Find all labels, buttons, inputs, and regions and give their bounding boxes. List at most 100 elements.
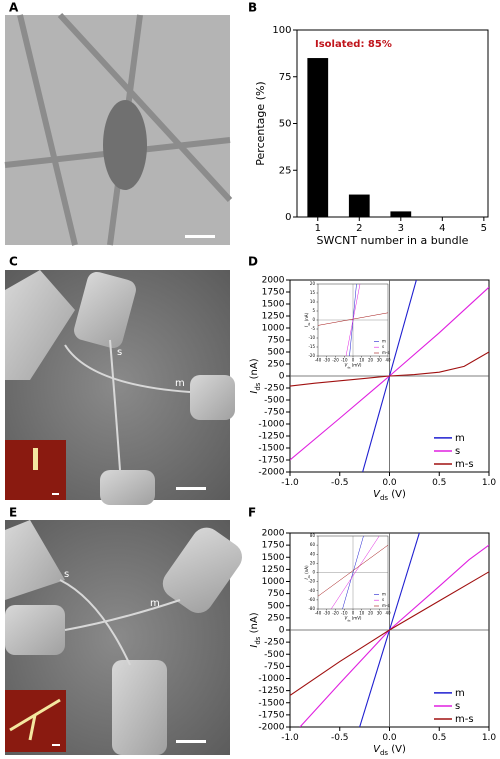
x-tick-label: -10: [341, 610, 348, 615]
label-part: (V): [388, 744, 406, 755]
x-tick-label: 0.5: [432, 478, 446, 488]
x-tick-label: 1.0: [482, 733, 497, 743]
y-tick-label: 40: [310, 551, 316, 556]
y-tick-label: 1750: [262, 288, 285, 298]
y-tick-label: 1750: [262, 541, 285, 551]
y-tick-label: 20: [310, 281, 316, 286]
series-line: [299, 544, 489, 727]
x-tick-label: -1.0: [281, 733, 299, 743]
label-part: V: [373, 744, 381, 755]
series-line: [330, 536, 380, 609]
x-tick-label: 20: [368, 357, 374, 362]
x-tick-label: -0.5: [331, 733, 349, 743]
x-tick-label: -10: [341, 357, 348, 362]
y-tick-label: -750: [264, 408, 285, 418]
label-part: (nA): [304, 313, 309, 323]
y-tick-label: 2000: [262, 529, 285, 539]
x-axis-label: Vds (V): [373, 489, 406, 502]
y-tick-label: 2000: [262, 276, 285, 286]
y-tick-label: 0: [279, 626, 285, 636]
y-tick-label: -1500: [258, 698, 284, 708]
x-tick-label: 20: [368, 610, 374, 615]
panel-label: B: [248, 1, 257, 15]
x-tick-label: 0.5: [432, 733, 446, 743]
x-tick-label: 5: [481, 223, 487, 234]
legend-label: m: [382, 591, 386, 596]
y-tick-label: -20: [308, 353, 315, 358]
legend-label: m-s: [455, 459, 474, 470]
y-axis-label: Ids (nA): [249, 612, 262, 647]
label-part: I: [304, 578, 309, 580]
legend-label: m-s: [455, 714, 474, 725]
y-tick-label: -5: [311, 326, 315, 331]
y-tick-label: 0: [312, 570, 315, 575]
tem-image: [4, 12, 233, 246]
y-tick-label: 15: [310, 290, 316, 295]
y-axis-label: Ids (nA): [304, 313, 311, 328]
label-part: I: [304, 325, 309, 327]
y-tick-label: -1000: [258, 420, 284, 430]
label-part: ds: [380, 749, 388, 757]
y-tick-label: -500: [264, 396, 285, 406]
y-tick-label: 80: [310, 533, 316, 538]
legend-label: m: [455, 433, 465, 444]
label-part: I: [249, 645, 260, 648]
series-line: [318, 544, 388, 597]
series-line: [345, 284, 361, 356]
panel-label: E: [9, 506, 17, 520]
label-part: ds: [347, 366, 351, 370]
x-tick-label: -40: [315, 357, 322, 362]
x-axis-label: Vds (V): [373, 744, 406, 757]
y-tick-label: 60: [310, 542, 316, 547]
x-tick-label: 30: [377, 610, 383, 615]
y-tick-label: 50: [279, 119, 292, 130]
y-tick-label: -1250: [258, 432, 284, 442]
y-tick-label: 0: [312, 317, 315, 322]
label-part: (nA): [304, 565, 309, 575]
y-tick-label: 100: [272, 25, 291, 36]
legend-label: s: [382, 344, 384, 349]
label-part: I: [249, 391, 260, 394]
y-tick-label: 1250: [262, 312, 285, 322]
legend-label: m: [455, 688, 465, 699]
legend-label: s: [382, 597, 384, 602]
x-tick-label: -1.0: [281, 478, 299, 488]
y-axis-label: Ids (nA): [304, 565, 311, 580]
y-tick-label: -15: [308, 344, 315, 349]
series-line: [318, 312, 388, 326]
x-tick-label: 0: [352, 610, 355, 615]
y-tick-label: 1500: [262, 300, 285, 310]
y-tick-label: -1750: [258, 456, 284, 466]
y-tick-label: 1000: [262, 577, 285, 587]
x-tick-label: 0.0: [382, 478, 397, 488]
y-tick-label: 250: [267, 360, 284, 370]
y-tick-label: -60: [308, 597, 315, 602]
x-tick-label: 30: [377, 357, 383, 362]
x-tick-label: 2: [356, 223, 362, 234]
x-tick-label: -40: [315, 610, 322, 615]
label-part: ds: [380, 494, 388, 502]
legend-label: m-s: [382, 350, 389, 355]
x-axis-label: Vds (mV): [344, 363, 361, 370]
y-tick-label: -80: [308, 606, 315, 611]
y-tick-label: 75: [279, 72, 292, 83]
x-tick-label: 1: [315, 223, 321, 234]
label-part: V: [344, 363, 347, 368]
label-part: (mV): [350, 363, 361, 368]
y-tick-label: 5: [312, 308, 315, 313]
x-tick-label: -20: [332, 610, 339, 615]
y-tick-label: 1500: [262, 553, 285, 563]
y-tick-label: -500: [264, 650, 285, 660]
y-tick-label: -10: [308, 335, 315, 340]
x-tick-label: 3: [398, 223, 404, 234]
x-tick-label: -20: [332, 357, 339, 362]
series-line: [342, 536, 364, 609]
x-tick-label: 10: [359, 357, 365, 362]
image-label: s: [64, 569, 69, 580]
image-label: s: [117, 347, 122, 358]
legend-label: m-s: [382, 603, 389, 608]
y-tick-label: -40: [308, 588, 315, 593]
x-tick-label: 0: [352, 357, 355, 362]
label-part: Percentage (%): [254, 81, 267, 165]
